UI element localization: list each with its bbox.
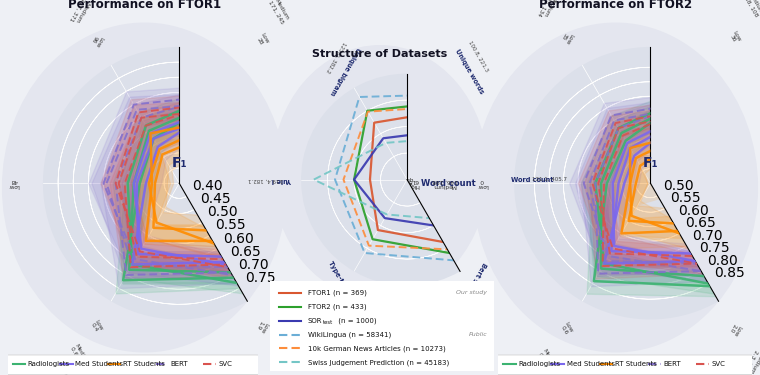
Text: Medium
0.6, 0.7: Medium 0.6, 0.7 xyxy=(69,343,90,369)
Text: Low
31: Low 31 xyxy=(339,178,350,188)
Text: Type-token ratio: Type-token ratio xyxy=(327,260,363,316)
Text: Yule I: Yule I xyxy=(272,177,292,183)
Text: 10k German News Articles (n = 10273): 10k German News Articles (n = 10273) xyxy=(308,345,445,352)
Text: Medium
146, 198: Medium 146, 198 xyxy=(432,178,458,188)
Text: 100.8, 221.3: 100.8, 221.3 xyxy=(467,40,489,73)
FancyBboxPatch shape xyxy=(268,280,496,372)
Text: Low
28: Low 28 xyxy=(255,33,269,48)
Text: FTOR2 (n = 433): FTOR2 (n = 433) xyxy=(308,303,366,310)
Text: Public: Public xyxy=(469,332,487,337)
Text: Low
0.6: Low 0.6 xyxy=(559,321,574,336)
Text: 0.5, 0.8: 0.5, 0.8 xyxy=(328,292,344,313)
Text: Medium
2.3, 2.4: Medium 2.3, 2.4 xyxy=(268,343,290,369)
Text: High
618: High 618 xyxy=(406,178,420,188)
Text: Low
2.0: Low 2.0 xyxy=(727,321,742,336)
Text: (n = 1000): (n = 1000) xyxy=(336,317,376,324)
Text: Medium
2.3, 2.4: Medium 2.3, 2.4 xyxy=(743,348,760,374)
Text: SVC: SVC xyxy=(711,361,726,367)
Title: Structure of Datasets: Structure of Datasets xyxy=(312,49,448,59)
Text: RT Students: RT Students xyxy=(123,361,165,367)
Text: Medium
88, 108: Medium 88, 108 xyxy=(743,0,760,18)
Text: F₁: F₁ xyxy=(643,156,658,170)
Title: Performance on FTOR2: Performance on FTOR2 xyxy=(539,0,692,11)
Text: Low
0: Low 0 xyxy=(477,178,488,188)
Text: Radiologists: Radiologists xyxy=(27,361,70,367)
Text: 131.1, 405.7: 131.1, 405.7 xyxy=(531,177,566,182)
Text: Med Students: Med Students xyxy=(566,361,615,367)
Text: Bert split factor: Bert split factor xyxy=(452,261,487,315)
FancyBboxPatch shape xyxy=(2,355,261,374)
Text: Unique bigram: Unique bigram xyxy=(328,46,361,96)
Text: High
887: High 887 xyxy=(401,178,414,188)
Text: Low
1.9: Low 1.9 xyxy=(255,319,269,334)
Text: FTOR1 (n = 369): FTOR1 (n = 369) xyxy=(308,290,367,296)
Text: High
0.9: High 0.9 xyxy=(57,372,73,375)
Text: Low
35: Low 35 xyxy=(559,30,574,45)
Text: F₁: F₁ xyxy=(172,156,187,170)
Text: Medium
0.8, 0.8: Medium 0.8, 0.8 xyxy=(537,348,558,374)
Text: Word count: Word count xyxy=(511,177,553,183)
Text: test: test xyxy=(322,320,333,324)
FancyBboxPatch shape xyxy=(492,355,755,374)
Text: BERT: BERT xyxy=(663,361,681,367)
Title: Performance on FTOR1: Performance on FTOR1 xyxy=(68,0,221,11)
Text: Unique words: Unique words xyxy=(454,48,485,95)
Text: BERT: BERT xyxy=(171,361,188,367)
Text: Medium
257, 371: Medium 257, 371 xyxy=(68,0,90,25)
Text: WikiLingua (n = 58341): WikiLingua (n = 58341) xyxy=(308,331,391,338)
Text: Medium
105, 134: Medium 105, 134 xyxy=(537,0,559,19)
Text: Swiss Judgement Prediction (n = 45183): Swiss Judgement Prediction (n = 45183) xyxy=(308,359,449,366)
Text: Low
48: Low 48 xyxy=(8,178,20,188)
Text: Yule I: Yule I xyxy=(354,179,381,188)
Text: SVC: SVC xyxy=(218,361,232,367)
Text: Low
96: Low 96 xyxy=(89,33,104,48)
Text: 1.3, 2.7: 1.3, 2.7 xyxy=(470,292,486,313)
Text: Our study: Our study xyxy=(456,291,487,296)
Text: Medium
254, 416: Medium 254, 416 xyxy=(366,178,391,188)
Text: Low
36: Low 36 xyxy=(727,30,742,45)
Text: Radiologists: Radiologists xyxy=(518,361,560,367)
Text: Low
0.4: Low 0.4 xyxy=(89,319,104,334)
Text: 119.4, 182.1: 119.4, 182.1 xyxy=(248,177,283,182)
Text: RT Students: RT Students xyxy=(615,361,657,367)
Text: Med Students: Med Students xyxy=(75,361,123,367)
Text: Medium
171, 245: Medium 171, 245 xyxy=(268,0,290,24)
Text: High
2.9: High 2.9 xyxy=(286,372,301,375)
Text: 125.0, 382.2: 125.0, 382.2 xyxy=(325,40,347,73)
Text: SOR: SOR xyxy=(308,318,322,324)
Text: Word count: Word count xyxy=(421,179,476,188)
